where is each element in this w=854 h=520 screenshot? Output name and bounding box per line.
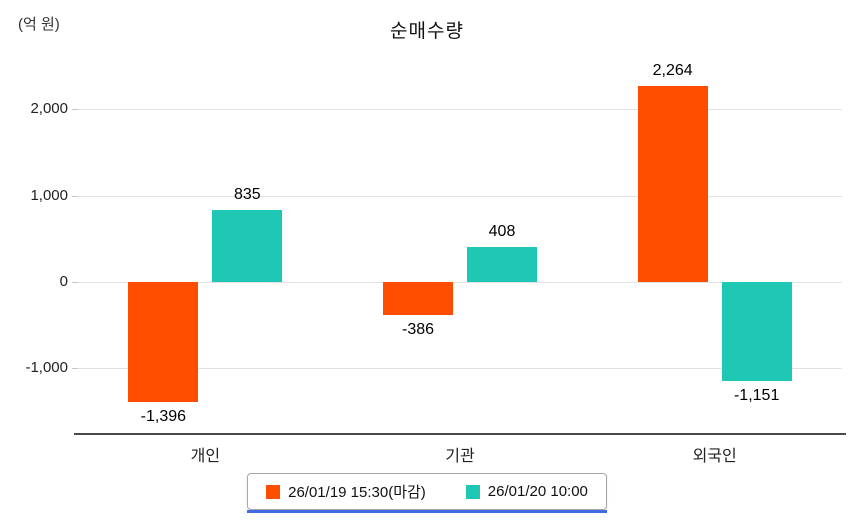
y-tick-label: 0: [59, 272, 68, 290]
bar-value-label: -1,151: [733, 387, 780, 405]
gridline: [78, 109, 842, 111]
legend-swatch-series2-icon: [465, 484, 480, 499]
legend-underline: [247, 510, 607, 513]
y-axis-tick: [72, 368, 78, 370]
y-tick-label: -1,000: [25, 359, 68, 377]
gridline: [78, 195, 842, 197]
category-label: 기관: [445, 448, 475, 465]
bar-series2: [467, 246, 537, 282]
category-label: 외국인: [692, 448, 737, 465]
legend-label-series2: 26/01/20 10:00: [487, 483, 588, 500]
bar-value-label: -386: [401, 321, 435, 339]
legend-item-series2: 26/01/20 10:00: [465, 483, 588, 500]
bar-series1: [383, 281, 453, 316]
bar-series1: [637, 86, 708, 282]
legend-item-series1: 26/01/19 15:30(마감): [266, 481, 426, 502]
x-axis-line: [74, 433, 846, 435]
gridline: [78, 281, 842, 283]
bar-value-label: 835: [233, 185, 261, 203]
chart-title: 순매수량: [390, 21, 464, 42]
y-axis-tick: [72, 281, 78, 283]
bar-series2: [721, 281, 792, 382]
category-label: 개인: [190, 448, 221, 465]
legend-swatch-series1-icon: [266, 484, 281, 499]
axis-unit-label: (억 원): [18, 16, 60, 33]
bar-value-label: 2,264: [652, 62, 693, 80]
y-tick-label: 1,000: [30, 186, 68, 204]
y-axis-tick: [72, 109, 78, 111]
y-tick-label: 2,000: [30, 100, 68, 118]
gridline: [78, 368, 842, 370]
y-axis-tick: [72, 195, 78, 197]
legend: 26/01/19 15:30(마감) 26/01/20 10:00: [0, 473, 854, 513]
legend-label-series1: 26/01/19 15:30(마감): [288, 484, 426, 501]
bar-value-label: 408: [488, 222, 516, 240]
legend-box: 26/01/19 15:30(마감) 26/01/20 10:00: [247, 473, 607, 510]
bar-series1: [128, 281, 199, 403]
bar-series2: [212, 209, 283, 282]
bar-value-label: -1,396: [140, 408, 187, 426]
